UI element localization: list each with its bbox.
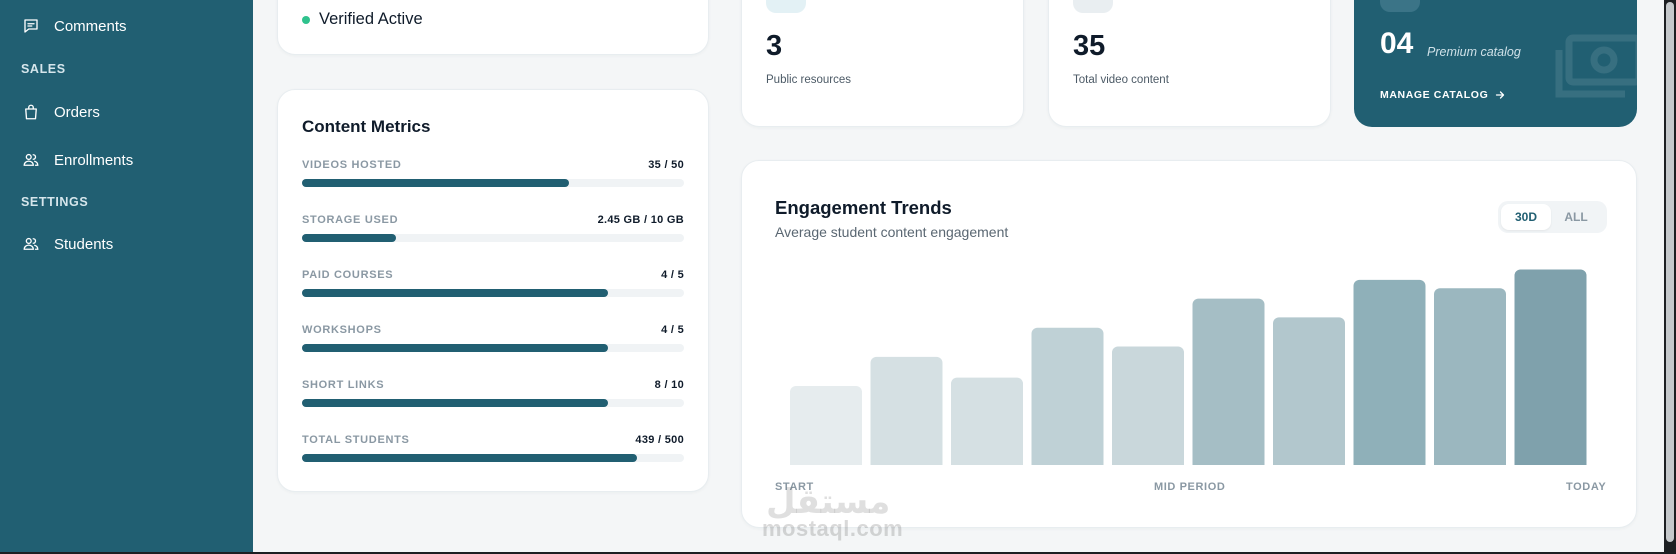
sidebar-item-label: Enrollments: [54, 151, 134, 169]
range-toggle: 30D ALL: [1498, 201, 1607, 233]
watermark-arabic: مستقل: [766, 482, 890, 522]
chart-bar: [1192, 298, 1265, 471]
progress-track: [302, 399, 684, 407]
metric-label: STORAGE USED: [302, 214, 399, 226]
chart-bar: [1434, 288, 1506, 471]
metric-label: TOTAL STUDENTS: [302, 434, 410, 446]
sidebar: Comments SALES Orders Enrollments SETTIN…: [0, 0, 253, 554]
progress-track: [302, 289, 684, 297]
metric-value: 4 / 5: [661, 269, 684, 281]
chart-bar: [790, 385, 862, 471]
stat-caption: Total video content: [1073, 74, 1169, 86]
sidebar-item-students[interactable]: Students: [22, 235, 113, 253]
status-badge: Verified Active: [302, 10, 423, 29]
status-label: Verified Active: [319, 10, 423, 28]
metric-label: WORKSHOPS: [302, 324, 382, 336]
section-settings: SETTINGS: [21, 195, 89, 209]
arrow-right-icon: [1496, 91, 1505, 99]
catalog-subtitle: Premium catalog: [1427, 45, 1521, 59]
stat-value: 3: [766, 30, 783, 62]
progress-fill: [302, 289, 608, 297]
engagement-trends-card: Engagement Trends Average student conten…: [741, 160, 1637, 528]
progress-fill: [302, 454, 638, 462]
mostaql-logo: مستقل: [766, 482, 890, 522]
catalog-card: 04 Premium catalog MANAGE CATALOG: [1354, 0, 1637, 127]
scrollbar[interactable]: [1664, 0, 1676, 554]
users-icon: [23, 153, 39, 166]
section-sales: SALES: [21, 62, 66, 76]
progress-track: [302, 234, 684, 242]
progress-track: [302, 344, 684, 352]
stat-caption: Public resources: [766, 74, 852, 86]
trends-title: Engagement Trends: [775, 197, 952, 218]
chart-bar: [1273, 317, 1345, 471]
progress-track: [302, 454, 684, 462]
chart-bar: [1514, 269, 1587, 471]
stat-card-public-resources: 3 Public resources: [741, 0, 1024, 127]
sidebar-item-enrollments[interactable]: Enrollments: [22, 151, 133, 169]
window-bottom-edge: [0, 552, 1664, 554]
chart-bar: [870, 356, 943, 471]
watermark-text: mostaql.com: [762, 516, 904, 541]
stat-value: 35: [1073, 30, 1106, 62]
chart-bar: [1353, 279, 1426, 471]
progress-fill: [302, 234, 396, 242]
sidebar-item-comments[interactable]: Comments: [22, 17, 127, 35]
toggle-all[interactable]: ALL: [1564, 210, 1588, 224]
catalog-count: 04: [1380, 27, 1414, 60]
stat-card-video-content: 35 Total video content: [1048, 0, 1331, 127]
metric-label: VIDEOS HOSTED: [302, 159, 402, 171]
manage-catalog-label: MANAGE CATALOG: [1380, 89, 1489, 101]
catalog-icon: [1380, 0, 1420, 12]
progress-fill: [302, 179, 570, 187]
metric-value: 4 / 5: [661, 324, 684, 336]
metric-value: 8 / 10: [654, 379, 684, 391]
manage-catalog-link[interactable]: MANAGE CATALOG: [1380, 89, 1506, 101]
users-icon: [23, 237, 39, 250]
chart-baseline-mask: [782, 465, 1602, 473]
bag-icon: [25, 104, 37, 120]
scrollbar-thumb[interactable]: [1666, 2, 1674, 542]
metric-value: 35 / 50: [648, 159, 684, 171]
x-label-today: TODAY: [1566, 481, 1607, 493]
metric-value: 439 / 500: [635, 434, 684, 446]
progress-fill: [302, 344, 608, 352]
banknote-icon: [1555, 34, 1637, 98]
engagement-bar-chart: [782, 269, 1602, 473]
content-metrics-card: Content Metrics VIDEOS HOSTED 35 / 50 STOR…: [277, 89, 709, 492]
x-label-start: START: [775, 481, 814, 493]
metrics-title: Content Metrics: [302, 117, 431, 136]
trends-subtitle: Average student content engagement: [775, 224, 1009, 240]
sidebar-item-label: Comments: [54, 17, 127, 35]
status-card: Verified Active: [277, 0, 709, 55]
progress-fill: [302, 399, 608, 407]
toggle-30d[interactable]: 30D: [1501, 204, 1551, 230]
metric-label: SHORT LINKS: [302, 379, 385, 391]
metric-label: PAID COURSES: [302, 269, 394, 281]
x-label-mid: MID PERIOD: [1154, 481, 1226, 493]
sidebar-item-label: Students: [54, 235, 114, 253]
resource-icon: [766, 0, 806, 13]
video-icon: [1073, 0, 1113, 13]
metric-value: 2.45 GB / 10 GB: [597, 214, 684, 226]
progress-track: [302, 179, 684, 187]
comment-icon: [24, 19, 38, 33]
chart-bar: [1112, 346, 1184, 471]
sidebar-item-label: Orders: [54, 103, 100, 121]
chart-bar: [1031, 327, 1104, 471]
chart-bar: [951, 377, 1023, 471]
status-dot-icon: [302, 15, 310, 24]
sidebar-item-orders[interactable]: Orders: [22, 103, 100, 121]
